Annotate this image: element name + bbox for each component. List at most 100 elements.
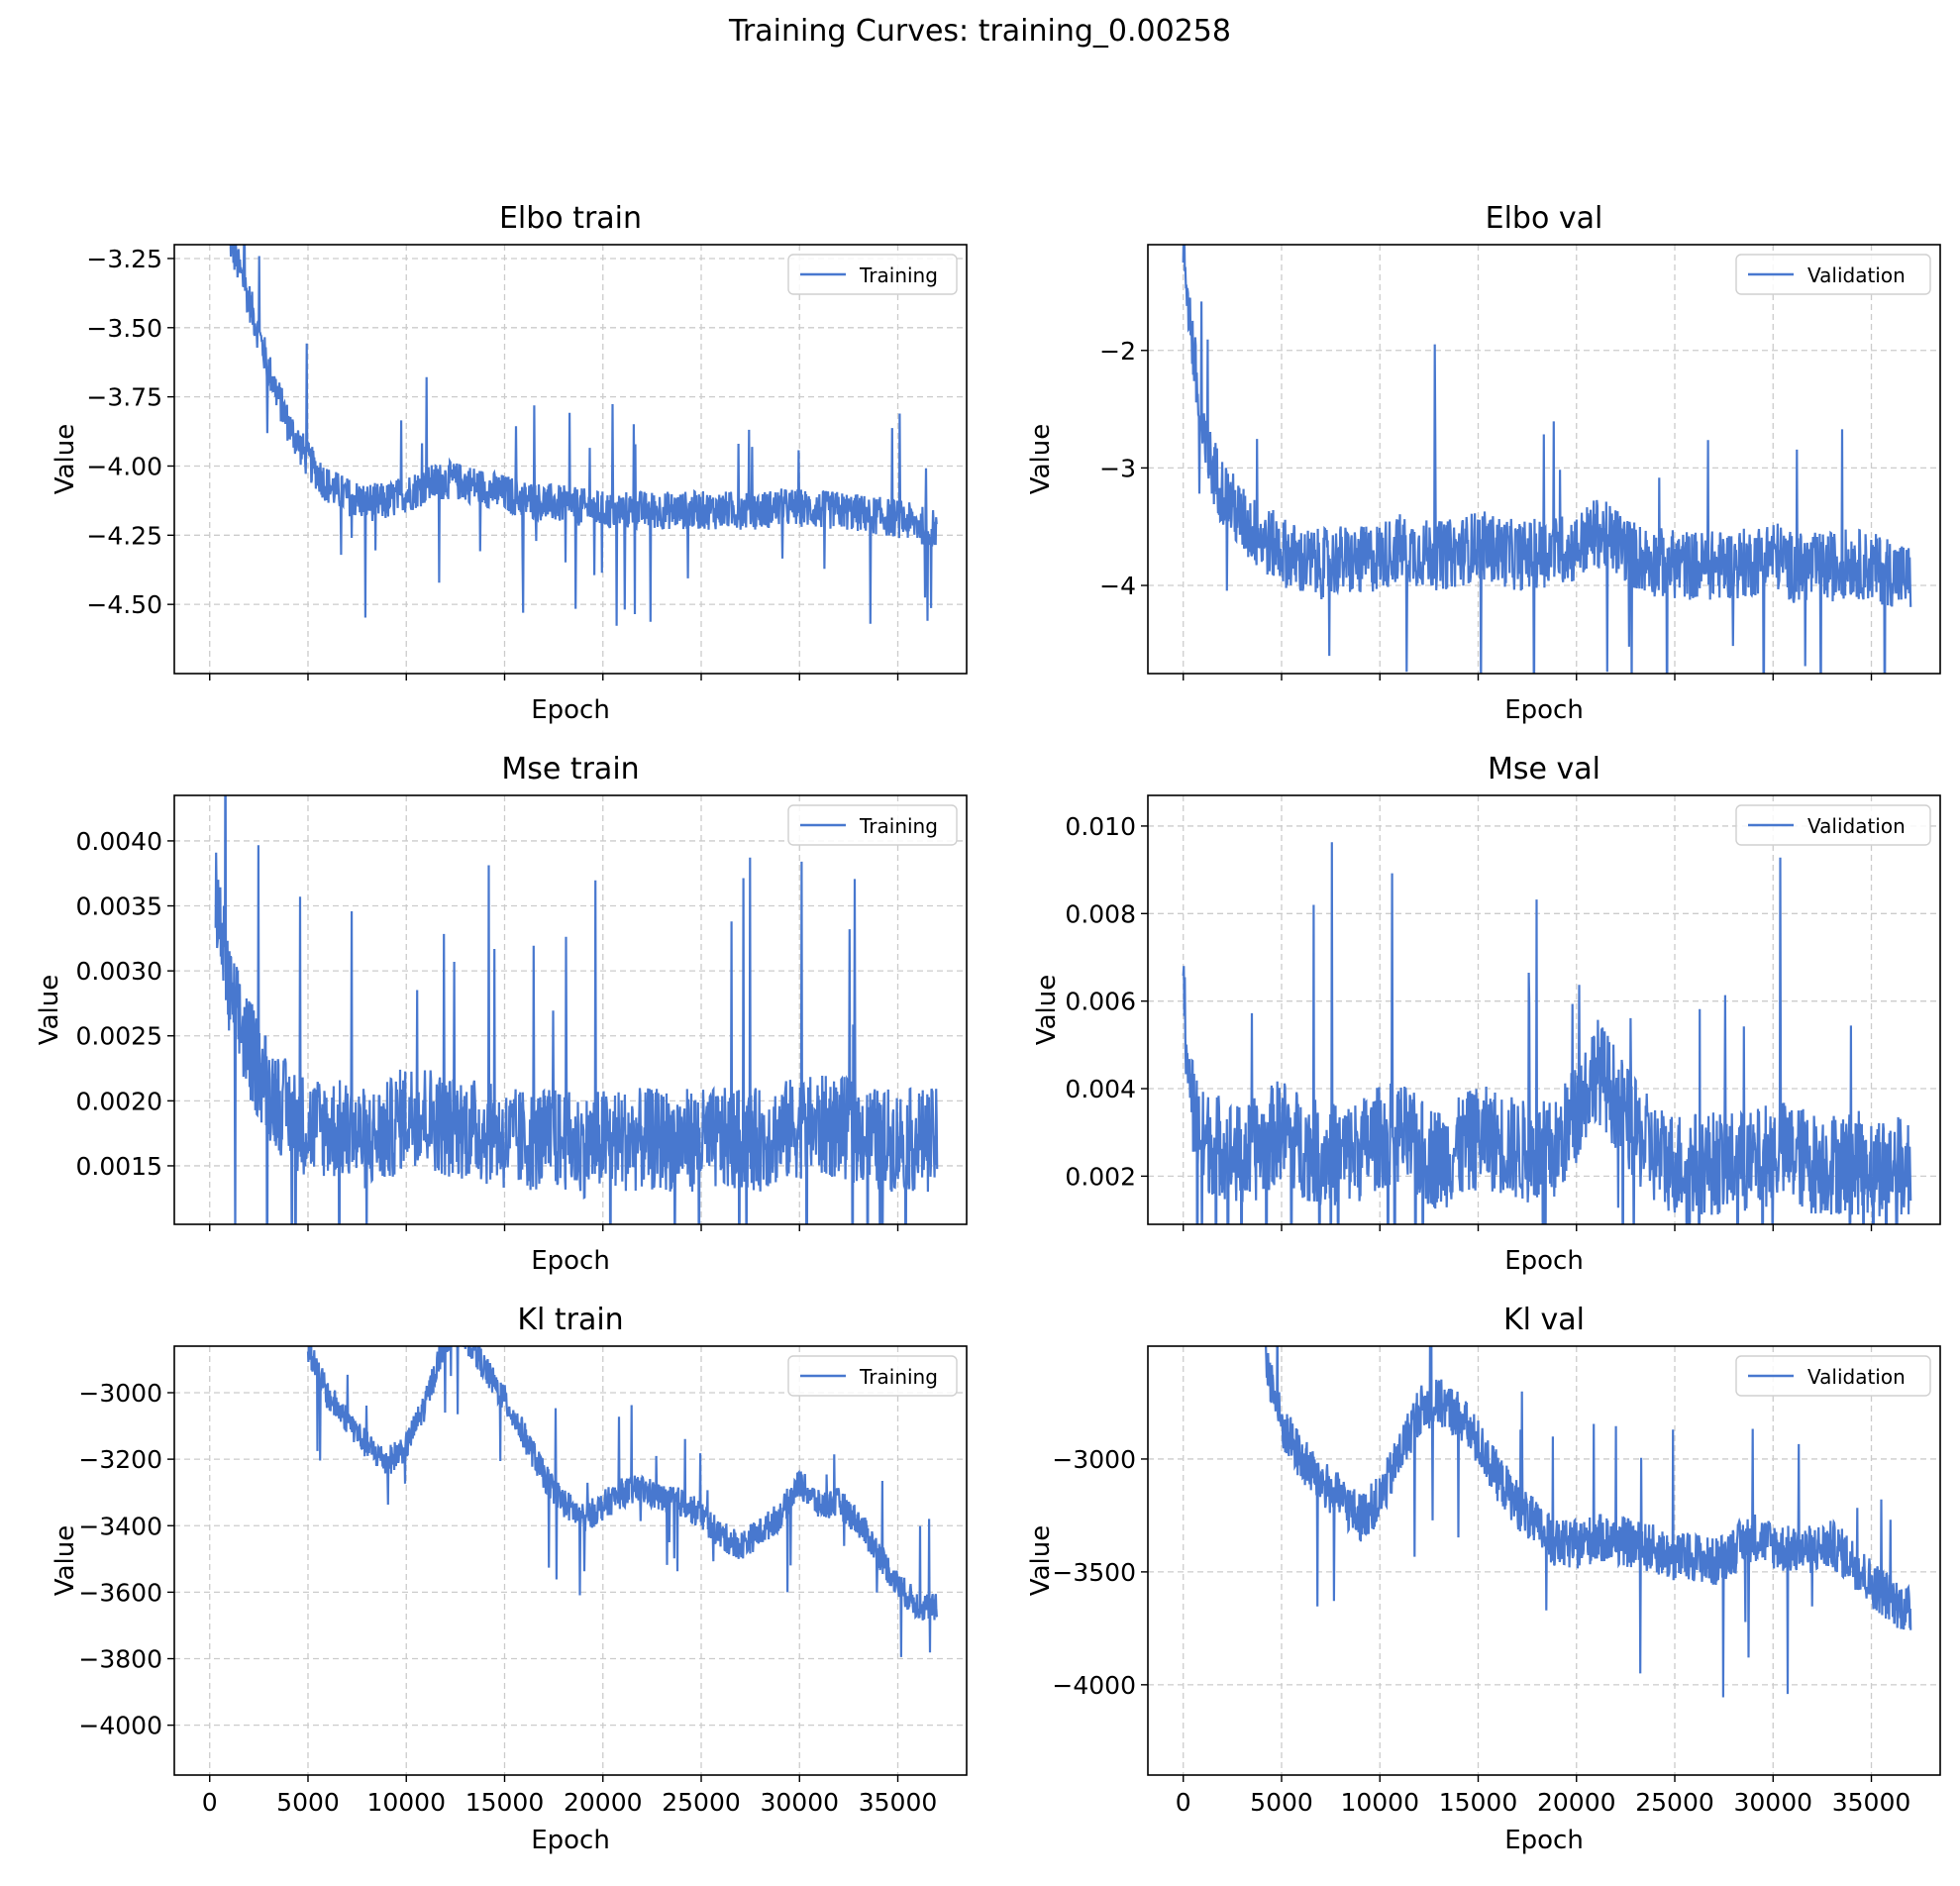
y-tick-label: −3800 bbox=[78, 1645, 162, 1674]
series-line bbox=[214, 795, 939, 1224]
y-tick-label: 0.0015 bbox=[76, 1152, 162, 1181]
x-axis-label: Epoch bbox=[1504, 1826, 1584, 1855]
axes-frame bbox=[1147, 1345, 1941, 1776]
legend-label: Validation bbox=[1807, 1365, 1906, 1389]
y-tick-label: −4000 bbox=[1052, 1671, 1136, 1700]
axes-frame bbox=[173, 794, 968, 1225]
subplot-5: 0 5000 10000 15000 20000 25000 30000 35000 −3000… bbox=[1026, 1303, 1941, 1855]
legend-label: Training bbox=[859, 263, 938, 287]
series-line bbox=[229, 245, 938, 626]
x-tick-label: 35000 bbox=[859, 1788, 938, 1817]
axes-frame bbox=[173, 244, 968, 675]
axes-frame bbox=[173, 1345, 968, 1776]
subplot-2: 0.0040 0.0035 0.0030 0.0025 0.0020 0.0015 Mse … bbox=[35, 752, 968, 1276]
legend-box bbox=[1735, 804, 1931, 846]
y-axis-label: Value bbox=[35, 975, 64, 1045]
x-tick-label: 30000 bbox=[1733, 1788, 1812, 1817]
y-tick-label: −4 bbox=[1099, 572, 1136, 600]
subplot-title: Elbo val bbox=[1486, 201, 1603, 236]
subplot-4: 0 5000 10000 15000 20000 25000 30000 35000 −3000… bbox=[51, 1303, 968, 1855]
series-line bbox=[1182, 245, 1912, 674]
legend-box bbox=[787, 1355, 958, 1397]
y-tick-label: −4000 bbox=[78, 1712, 162, 1740]
x-axis-label: Epoch bbox=[531, 695, 610, 725]
x-tick-label: 20000 bbox=[564, 1788, 643, 1817]
legend: Validation bbox=[1735, 1355, 1931, 1397]
plot-area bbox=[1182, 842, 1912, 1224]
y-tick-label: −3.50 bbox=[86, 314, 162, 343]
subplot-title: Kl val bbox=[1503, 1303, 1585, 1337]
legend-box bbox=[1735, 1355, 1931, 1397]
y-tick-label: 0.010 bbox=[1065, 812, 1136, 841]
legend: Training bbox=[787, 804, 958, 846]
subplot-0: −3.25 −3.50 −3.75 −4.00 −4.25 −4.50 Elbo train… bbox=[51, 201, 968, 725]
y-tick-label: −3000 bbox=[1052, 1445, 1136, 1474]
x-tick-label: 5000 bbox=[276, 1788, 340, 1817]
axes-frame bbox=[1147, 244, 1941, 675]
y-tick-label: −3400 bbox=[78, 1512, 162, 1540]
x-tick-label: 0 bbox=[1176, 1788, 1191, 1817]
y-tick-label: −3000 bbox=[78, 1379, 162, 1408]
x-tick-label: 25000 bbox=[662, 1788, 741, 1817]
series-line bbox=[1265, 1346, 1912, 1698]
legend-label: Validation bbox=[1807, 263, 1906, 287]
legend-box bbox=[1735, 254, 1931, 295]
x-tick-label: 0 bbox=[202, 1788, 218, 1817]
y-tick-label: 0.004 bbox=[1065, 1075, 1136, 1103]
y-tick-label: 0.0035 bbox=[76, 892, 162, 921]
y-tick-label: 0.0025 bbox=[76, 1022, 162, 1051]
legend: Validation bbox=[1735, 254, 1931, 295]
x-tick-label: 15000 bbox=[1439, 1788, 1518, 1817]
legend-label: Training bbox=[859, 1365, 938, 1389]
y-tick-label: 0.006 bbox=[1065, 988, 1136, 1016]
y-tick-label: −3.75 bbox=[86, 383, 162, 412]
x-tick-label: 5000 bbox=[1250, 1788, 1313, 1817]
y-tick-label: −3600 bbox=[78, 1578, 162, 1607]
x-axis-label: Epoch bbox=[1504, 1246, 1584, 1276]
plot-area bbox=[1182, 245, 1912, 674]
subplot-title: Mse val bbox=[1488, 752, 1600, 786]
y-tick-label: 0.0040 bbox=[76, 827, 162, 856]
legend: Training bbox=[787, 1355, 958, 1397]
y-tick-label: −3 bbox=[1099, 454, 1136, 482]
subplot-title: Kl train bbox=[517, 1303, 623, 1337]
plot-area bbox=[1265, 1346, 1912, 1698]
plot-area bbox=[214, 795, 939, 1224]
figure-title: Training Curves: training_0.00258 bbox=[729, 14, 1231, 49]
y-axis-label: Value bbox=[1032, 975, 1062, 1045]
y-tick-label: −3200 bbox=[78, 1445, 162, 1474]
legend: Validation bbox=[1735, 804, 1931, 846]
x-tick-label: 35000 bbox=[1832, 1788, 1911, 1817]
series-line bbox=[1182, 842, 1912, 1224]
plot-area bbox=[229, 245, 938, 626]
subplot-3: 0.010 0.008 0.006 0.004 0.002 Mse val Epoch Val… bbox=[1032, 752, 1941, 1276]
y-axis-label: Value bbox=[1026, 424, 1056, 494]
y-tick-label: −3500 bbox=[1052, 1558, 1136, 1587]
subplot-1: −2 −3 −4 Elbo val Epoch Value Validation bbox=[1026, 201, 1941, 725]
subplot-title: Elbo train bbox=[499, 201, 642, 236]
x-axis-label: Epoch bbox=[1504, 695, 1584, 725]
legend-box bbox=[787, 254, 958, 295]
y-tick-label: 0.0030 bbox=[76, 957, 162, 986]
x-tick-label: 10000 bbox=[1340, 1788, 1419, 1817]
y-tick-label: 0.008 bbox=[1065, 899, 1136, 928]
y-tick-label: −4.50 bbox=[86, 590, 162, 619]
subplot-title: Mse train bbox=[501, 752, 639, 786]
y-tick-label: 0.002 bbox=[1065, 1162, 1136, 1191]
x-axis-label: Epoch bbox=[531, 1826, 610, 1855]
y-tick-label: −4.00 bbox=[86, 452, 162, 480]
x-tick-label: 10000 bbox=[366, 1788, 446, 1817]
legend-label: Training bbox=[859, 814, 938, 838]
y-tick-label: 0.0020 bbox=[76, 1087, 162, 1115]
y-tick-label: −3.25 bbox=[86, 245, 162, 273]
y-axis-label: Value bbox=[51, 424, 80, 494]
plot-area bbox=[306, 1346, 939, 1657]
x-tick-label: 20000 bbox=[1537, 1788, 1616, 1817]
y-axis-label: Value bbox=[51, 1525, 80, 1596]
series-line bbox=[306, 1346, 939, 1657]
x-axis-label: Epoch bbox=[531, 1246, 610, 1276]
y-tick-label: −2 bbox=[1099, 337, 1136, 366]
legend-box bbox=[787, 804, 958, 846]
